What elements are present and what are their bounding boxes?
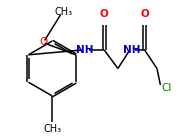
Text: Cl: Cl: [162, 83, 172, 93]
Text: CH₃: CH₃: [54, 7, 72, 17]
Text: O: O: [39, 37, 47, 47]
Text: O: O: [100, 9, 109, 19]
Text: O: O: [140, 9, 149, 19]
Text: NH: NH: [76, 45, 94, 55]
Text: NH: NH: [123, 45, 140, 55]
Text: CH₃: CH₃: [43, 124, 61, 134]
